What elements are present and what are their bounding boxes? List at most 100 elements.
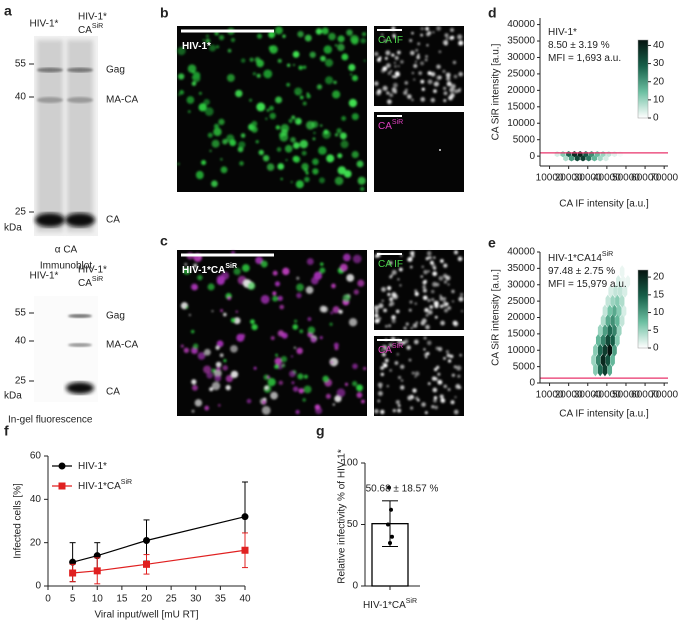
spot <box>341 167 345 171</box>
spot <box>351 151 359 159</box>
spot <box>179 90 184 95</box>
spot <box>290 181 293 184</box>
spot <box>313 131 316 135</box>
colorbar-tick-label: 40 <box>653 40 665 51</box>
spot <box>183 347 190 353</box>
spot <box>356 160 364 168</box>
hex-cell <box>600 314 606 328</box>
hex-cell <box>605 333 611 347</box>
micrograph-spots <box>374 26 464 105</box>
colorbar-tick-label: 0 <box>653 343 659 354</box>
spot <box>286 82 291 87</box>
spot <box>183 267 191 275</box>
spot <box>426 352 430 356</box>
spot <box>266 163 275 171</box>
spot <box>280 355 288 363</box>
spot <box>394 75 397 79</box>
spot <box>447 306 452 310</box>
colorbar-tick-label: 0 <box>653 113 659 124</box>
spot <box>235 310 239 313</box>
spot <box>269 112 276 120</box>
spot <box>393 61 396 64</box>
spot <box>265 117 268 120</box>
spot <box>391 87 396 91</box>
spot <box>414 291 419 297</box>
superscript: SiR <box>392 343 403 350</box>
spot <box>420 97 426 102</box>
point <box>241 546 249 554</box>
spot <box>396 353 399 356</box>
spot <box>376 90 382 96</box>
spot <box>386 385 389 388</box>
x-tick-label: 20 <box>141 594 153 605</box>
spot <box>320 124 323 127</box>
spot <box>378 56 382 60</box>
hex-cell <box>607 304 613 318</box>
spot <box>408 358 412 362</box>
hex-cell <box>602 324 608 338</box>
point <box>389 507 393 512</box>
spot <box>448 95 453 101</box>
spot <box>299 95 304 100</box>
lane-label: HIV-1* <box>78 265 107 276</box>
spot <box>351 75 358 82</box>
spot <box>303 385 312 394</box>
hex-cell <box>610 333 615 347</box>
spot <box>361 399 365 404</box>
spot <box>389 261 393 265</box>
spot <box>418 71 423 75</box>
spot <box>434 315 438 319</box>
spot <box>385 325 388 328</box>
hex-cell <box>612 304 617 318</box>
annotation: 8.50 ± 3.19 % <box>548 40 610 51</box>
colorbar-tick-label: 30 <box>653 58 665 69</box>
spot <box>445 350 449 354</box>
spot <box>298 388 304 394</box>
hex-cell <box>597 155 603 162</box>
spot <box>319 267 326 274</box>
spot <box>436 365 440 369</box>
channel-label: CA IF <box>378 259 403 270</box>
y-axis-title: CA SiR intensity [a.u.] <box>491 43 502 140</box>
micrograph-spots <box>180 250 367 415</box>
spot <box>383 39 388 43</box>
spot <box>374 51 379 57</box>
x-tick-label: 40 <box>239 594 251 605</box>
hex-cell <box>616 324 622 338</box>
hex-cell <box>607 363 613 377</box>
spot <box>434 405 438 410</box>
spot <box>443 356 446 360</box>
spot <box>386 99 392 105</box>
spot <box>384 358 389 363</box>
spot <box>390 274 394 277</box>
hex-cell <box>602 304 608 318</box>
hex-cell <box>591 155 598 162</box>
spot <box>420 320 426 326</box>
spot <box>433 398 437 403</box>
spot <box>277 163 285 170</box>
spot <box>337 43 345 52</box>
spot <box>326 154 335 163</box>
x-tick-label: 0 <box>45 594 51 605</box>
band <box>37 97 63 103</box>
spot <box>291 355 294 358</box>
spot <box>438 75 442 80</box>
colorbar-tick-label: 20 <box>653 76 665 87</box>
band <box>66 382 94 394</box>
spot <box>442 39 448 46</box>
spot <box>417 53 420 56</box>
spot <box>399 284 402 287</box>
spot <box>281 363 285 366</box>
spot <box>409 50 415 56</box>
spot <box>323 45 333 54</box>
spot <box>334 133 339 137</box>
spot <box>320 55 326 62</box>
spot <box>342 294 351 302</box>
spot <box>380 372 384 377</box>
colorbar-tick-label: 15 <box>653 289 665 300</box>
spot <box>381 299 384 302</box>
x-tick-label: 20000 <box>555 173 583 184</box>
spot <box>296 292 302 299</box>
spot <box>339 263 348 272</box>
spot <box>397 65 400 68</box>
